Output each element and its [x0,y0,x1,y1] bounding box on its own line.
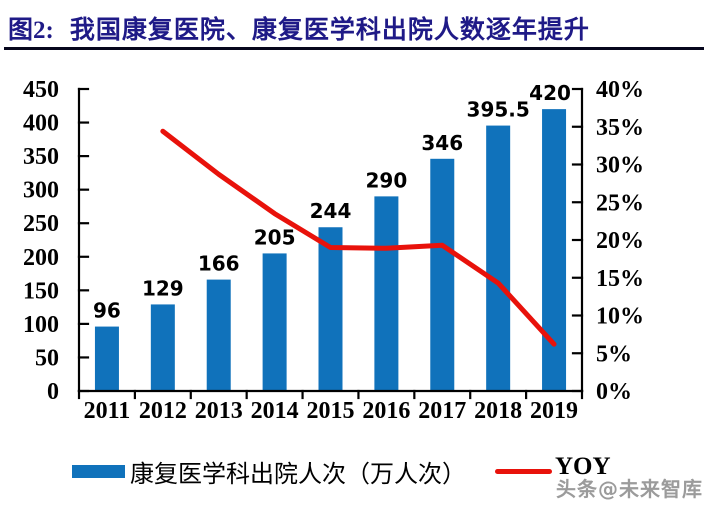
right-axis-tick-label: 25% [596,190,644,216]
yoy-line [160,128,557,347]
bar-value-label: 395.5 [467,98,530,122]
right-axis-tick-label: 15% [596,266,644,292]
bar-value-label: 96 [93,299,121,323]
left-axis-tick-label: 100 [23,312,59,338]
right-axis-tick-label: 0% [596,379,632,405]
figure-title: 我国康复医院、康复医学科出院人数逐年提升 [69,17,590,44]
right-axis-tick-label: 30% [596,153,644,179]
legend-bar-swatch [72,465,125,478]
right-axis-tick-label: 5% [596,341,632,367]
left-axis-tick-label: 150 [23,278,59,304]
bar-value-label: 290 [366,168,408,192]
x-axis-tick-label: 2019 [530,398,578,424]
bar-value-label: 166 [198,252,240,276]
left-axis-tick-label: 350 [23,144,59,170]
x-axis-tick-label: 2015 [307,398,355,424]
left-axis-tick-label: 50 [35,345,59,371]
x-axis-tick-label: 2011 [84,398,131,424]
right-axis-tick-label: 20% [596,228,644,254]
x-axis-tick-label: 2013 [195,398,243,424]
figure-number: 图2: [8,17,54,44]
bar-2015 [318,227,343,391]
left-axis-tick-label: 0 [47,379,59,405]
watermark: 头条@未来智库 [556,477,703,501]
bar-2018 [486,125,511,391]
chart-canvas: 0 50 100 150 200 250 300 350 400 450 0% 5% 10% 15% 20%… [23,77,644,424]
bar-2016 [374,196,399,391]
bar-value-label: 129 [142,276,184,300]
bar-2011 [94,326,119,391]
bar-2012 [150,304,175,391]
x-axis-tick-label: 2016 [362,398,410,424]
right-axis-tick-label: 35% [596,115,644,141]
bar-2014 [262,253,287,391]
x-axis-tick-label: 2017 [418,398,466,424]
bar-value-label: 346 [421,131,463,155]
left-axis-tick-label: 300 [23,178,59,204]
bars-series [94,109,567,391]
axes [77,87,584,400]
bar-value-label: 244 [310,199,352,223]
left-axis-tick-label: 250 [23,211,59,237]
x-axis-tick-label: 2014 [251,398,299,424]
bar-2013 [206,279,231,391]
bar-value-label: 205 [254,225,296,249]
bar-value-label: 420 [529,81,571,105]
bar-2019 [542,109,567,391]
left-axis-tick-label: 450 [23,77,59,103]
figure-header: 图2: 我国康复医院、康复医学科出院人数逐年提升 [8,10,590,46]
legend-bar-label: 康复医学科出院人次（万人次） [130,462,466,488]
header-divider [4,47,704,50]
x-axis-tick-label: 2018 [474,398,522,424]
legend-line-label: YOY [555,453,611,480]
left-axis-tick-label: 400 [23,111,59,137]
bar-2017 [430,158,455,391]
x-axis-tick-label: 2012 [139,398,187,424]
right-axis-tick-label: 40% [596,77,644,103]
right-axis-tick-label: 10% [596,304,644,330]
left-axis-tick-label: 200 [23,245,59,271]
legend-line-swatch [495,469,552,474]
